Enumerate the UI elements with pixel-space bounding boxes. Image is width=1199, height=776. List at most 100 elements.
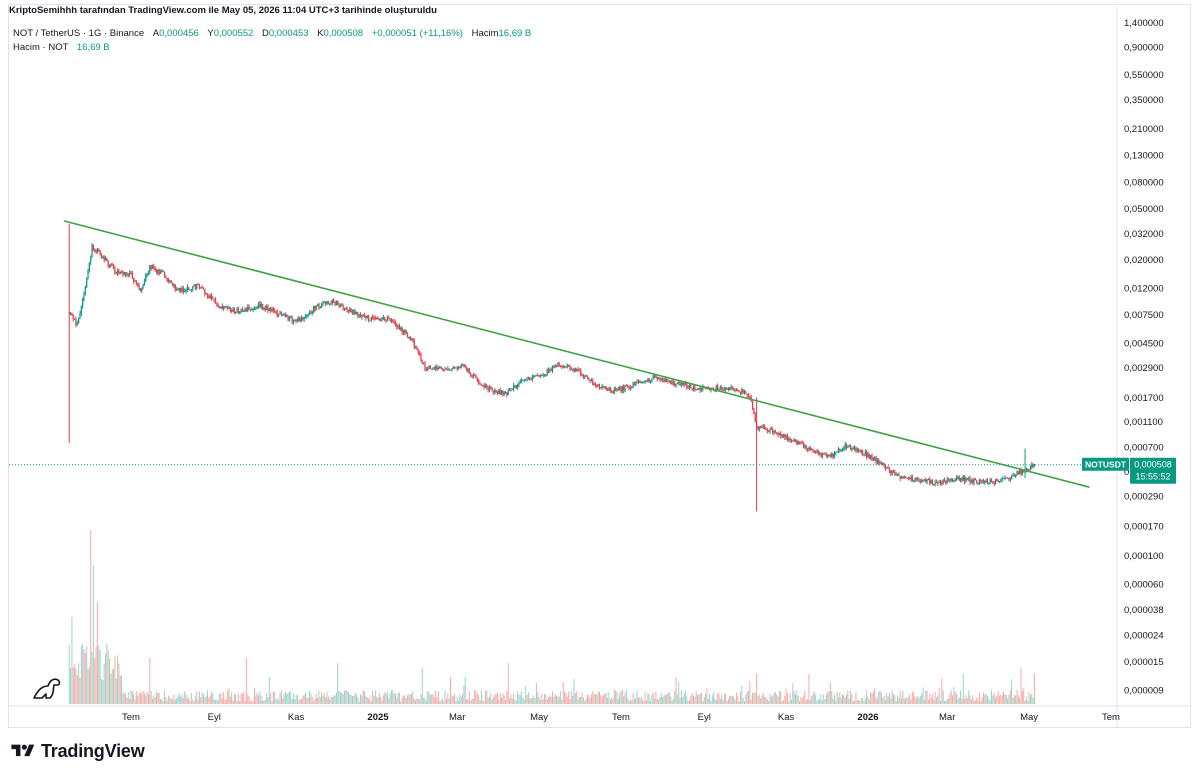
- candle-body: [641, 382, 644, 384]
- time-axis-tick-label: Kas: [288, 712, 305, 723]
- candle-body: [698, 388, 700, 390]
- candle-body: [452, 366, 454, 369]
- candle-body: [339, 306, 342, 308]
- candle-body: [405, 330, 407, 333]
- volume-bar: [202, 694, 204, 704]
- candle-body: [751, 401, 754, 409]
- volume-bar: [423, 697, 425, 704]
- candle-body: [859, 449, 861, 452]
- volume-bar: [74, 664, 76, 704]
- volume-bar: [608, 692, 610, 704]
- price-axis-tick-label: 0,210000: [1124, 124, 1164, 135]
- candle-body: [161, 271, 163, 273]
- candle-body: [666, 378, 668, 381]
- volume-bar: [284, 691, 286, 704]
- volume-bar: [92, 565, 94, 704]
- volume-bar: [100, 679, 102, 704]
- candle-body: [239, 311, 241, 314]
- volume-bar: [772, 695, 774, 704]
- volume-bar: [463, 685, 465, 704]
- volume-bar: [952, 695, 954, 704]
- candle-body: [851, 447, 853, 450]
- candle-body: [256, 307, 258, 309]
- volume-bar: [754, 692, 756, 704]
- volume-bar: [686, 695, 688, 704]
- volume-bar: [935, 697, 937, 704]
- candle-body: [147, 271, 150, 276]
- volume-bar: [82, 644, 84, 704]
- candle-body: [533, 376, 535, 378]
- volume-bar: [679, 697, 681, 704]
- candle-body: [103, 256, 105, 260]
- candle-body: [868, 453, 870, 459]
- volume-bar: [380, 697, 382, 704]
- candle-body: [390, 319, 393, 322]
- volume-bar: [412, 691, 414, 704]
- volume-bar: [858, 699, 860, 704]
- candle-body: [755, 421, 758, 427]
- candle-body: [500, 391, 503, 395]
- legend-open-label: A: [152, 28, 160, 39]
- volume-bar: [760, 698, 762, 704]
- symbol-legend[interactable]: NOT / TetherUS · 1G · Binance A0,000456 …: [13, 28, 531, 39]
- volume-bar: [346, 690, 348, 704]
- volume-bar: [777, 696, 779, 704]
- volume-bar: [939, 700, 941, 704]
- candle-body: [760, 426, 762, 428]
- volume-bar: [385, 693, 387, 704]
- volume-bar: [671, 700, 673, 704]
- candle-body: [428, 365, 430, 369]
- candle-body: [116, 270, 119, 274]
- candle-body: [899, 475, 901, 479]
- candle-body: [419, 353, 421, 355]
- volume-bar: [499, 692, 501, 704]
- volume-bar: [960, 690, 962, 704]
- candle-body: [819, 452, 821, 455]
- candle-body: [512, 385, 515, 389]
- candle-body: [494, 390, 496, 393]
- candle-body: [370, 316, 372, 320]
- volume-bar: [193, 701, 195, 704]
- legend-volume: 16,69 B: [498, 28, 532, 39]
- volume-bar: [554, 694, 556, 704]
- candle-body: [915, 477, 917, 479]
- volume-bar: [678, 681, 680, 704]
- volume-bar: [553, 696, 555, 704]
- candle-body: [588, 378, 590, 381]
- volume-bar: [1007, 698, 1009, 704]
- volume-bar: [259, 691, 261, 704]
- volume-bar: [223, 691, 225, 704]
- candle-body: [895, 473, 897, 475]
- volume-bar: [641, 699, 643, 704]
- volume-bar: [569, 699, 571, 704]
- volume-bar: [855, 692, 857, 704]
- candle-body: [119, 272, 121, 274]
- candle-body: [400, 328, 402, 330]
- volume-bar: [125, 694, 127, 704]
- candle-body: [333, 299, 335, 303]
- volume-bar: [445, 698, 447, 704]
- volume-bar: [221, 698, 223, 704]
- candle-body: [966, 478, 968, 480]
- volume-bar: [162, 701, 164, 704]
- candle-body: [496, 391, 499, 394]
- candle-body: [427, 368, 429, 370]
- volume-bar: [79, 677, 81, 704]
- candle-body: [695, 388, 697, 390]
- volume-bar: [1000, 694, 1002, 704]
- candle-body: [676, 382, 678, 385]
- volume-bar: [663, 695, 665, 704]
- volume-legend[interactable]: Hacim · NOT 16,69 B: [13, 42, 110, 53]
- candle-body: [894, 472, 896, 475]
- candle-body: [517, 384, 519, 389]
- volume-bar: [839, 692, 841, 704]
- candle-body: [727, 387, 729, 391]
- candle-body: [453, 366, 456, 369]
- tradingview-brand[interactable]: TradingView: [10, 740, 145, 762]
- volume-bar: [263, 700, 265, 704]
- volume-bar: [294, 699, 296, 704]
- candle-body: [158, 269, 160, 274]
- volume-bar: [660, 693, 662, 704]
- candle-body: [159, 271, 162, 274]
